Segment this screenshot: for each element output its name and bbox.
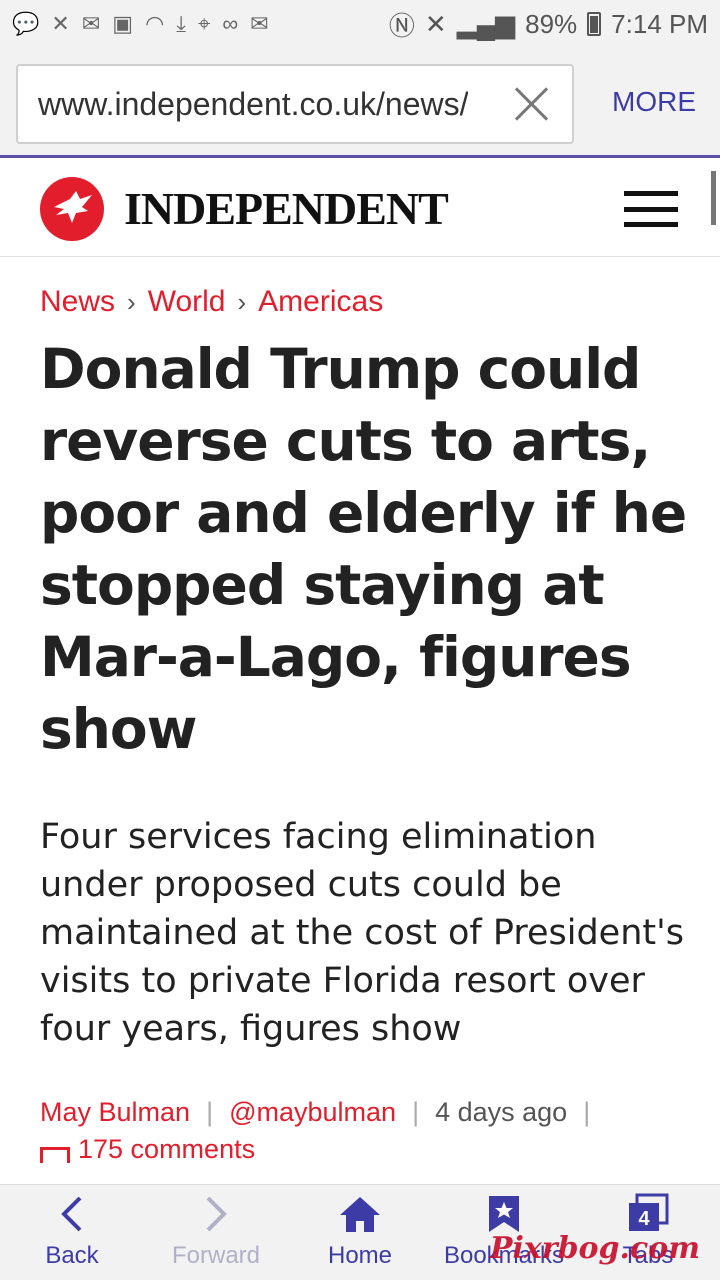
forward-arrow-icon [202,1192,230,1236]
status-bar: 💬 ✕ ✉ ▣ ◠ ⤓ ⌖ ∞ ✉ Ⓝ ✕ ▂▄▆ 89% 7:14 PM [0,0,720,48]
notification-icons: 💬 ✕ ✉ ▣ ◠ ⤓ ⌖ ∞ ✉ [12,11,269,37]
url-input[interactable]: www.independent.co.uk/news/world/america… [16,64,574,144]
divider: | [206,1097,214,1127]
author-link[interactable]: May Bulman [40,1097,191,1127]
browser-bottom-nav: Back Forward Home Bookmarks 4 Tabs Pixrb… [0,1184,720,1280]
scroll-indicator [711,171,716,225]
missed-call-icon: ✕ [51,11,70,36]
article: News › World › Americas Donald Trump cou… [40,285,690,1165]
eagle-logo-icon[interactable] [40,176,104,241]
url-text[interactable]: www.independent.co.uk/news/world/america… [38,85,468,122]
back-button[interactable]: Back [0,1185,144,1280]
mute-icon: ✕ [424,8,447,39]
clear-icon[interactable] [512,84,552,124]
breadcrumb-news[interactable]: News [40,285,116,318]
bookmark-star-icon [487,1192,521,1236]
article-headline: Donald Trump could reverse cuts to arts,… [40,337,687,761]
watermark: Pixrbog.com [489,1231,700,1266]
download-icon: ⤓ [176,11,187,36]
divider: | [412,1097,420,1127]
browser-toolbar: www.independent.co.uk/news/world/america… [0,48,720,158]
back-arrow-icon [58,1192,86,1236]
breadcrumb-world[interactable]: World [147,285,226,318]
nfc-icon: Ⓝ [388,10,415,41]
home-label: Home [327,1242,393,1269]
mail-icon: ✉ [81,11,101,36]
comments-link[interactable]: 175 comments [40,1134,690,1165]
publish-time: 4 days ago [435,1097,568,1127]
site-header: INDEPENDENT [0,161,720,257]
bookmarks-button[interactable]: Bookmarks [432,1185,576,1280]
voicemail-icon: ∞ [222,11,239,36]
menu-icon[interactable] [624,191,678,227]
breadcrumb: News › World › Americas [40,285,690,319]
battery-percent: 89% [525,8,578,39]
battery-icon [587,12,602,36]
divider: | [583,1097,591,1127]
wifi-icon: ◠ [145,11,165,36]
bookmarks-label: Bookmarks [443,1242,565,1269]
tabs-label: Tabs [622,1242,674,1269]
breadcrumb-americas[interactable]: Americas [258,285,384,318]
comments-count[interactable]: 175 comments [78,1134,256,1164]
comment-icon [40,1146,70,1163]
back-label: Back [45,1242,99,1269]
chevron-right-icon: › [237,286,247,317]
chat-icon: 💬 [12,11,40,36]
byline: May Bulman | @maybulman | 4 days ago | [40,1097,690,1128]
forward-label: Forward [171,1242,261,1269]
site-logo[interactable]: INDEPENDENT [124,183,449,234]
email-icon: ✉ [250,11,269,36]
tab-count: 4 [638,1208,650,1230]
signal-icon: ▂▄▆ [456,8,516,39]
forward-button[interactable]: Forward [144,1185,288,1280]
twitter-handle-link[interactable]: @maybulman [229,1097,397,1127]
location-icon: ⌖ [198,11,211,36]
article-standfirst: Four services facing elimination under p… [40,817,684,1049]
chevron-right-icon: › [127,286,136,317]
clock: 7:14 PM [611,8,708,39]
image-icon: ▣ [112,11,134,36]
home-button[interactable]: Home [288,1185,432,1280]
tabs-icon: 4 [625,1192,671,1236]
more-button[interactable]: MORE [612,86,696,117]
tabs-button[interactable]: 4 Tabs [576,1185,720,1280]
home-icon [338,1192,382,1236]
